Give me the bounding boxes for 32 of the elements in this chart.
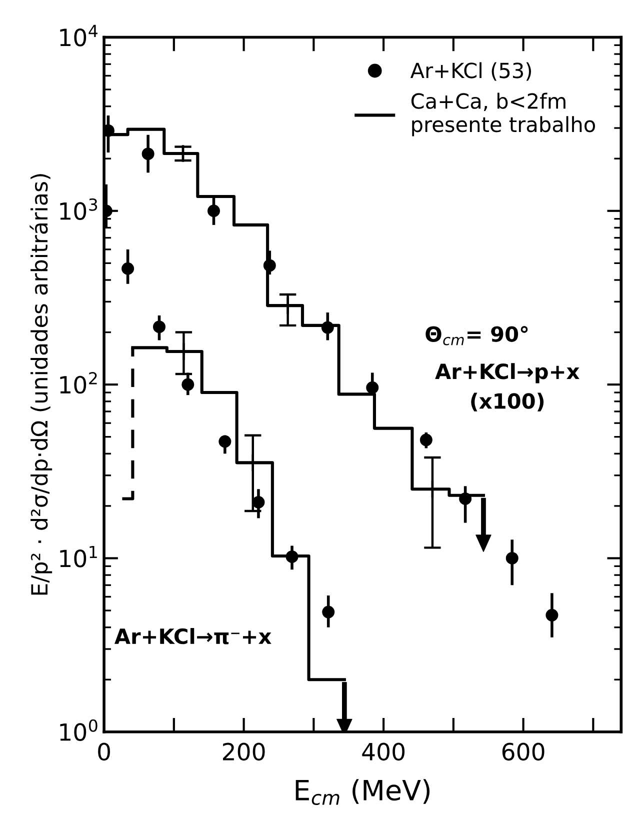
point [286, 550, 298, 563]
point [218, 435, 232, 448]
annotation: Ar+KCl→p+x (x100) [435, 363, 580, 412]
y-tick-label: 10$^{0}$ [60, 719, 98, 742]
point [546, 608, 558, 622]
point [321, 321, 334, 334]
point [252, 496, 265, 509]
y-tick-label: 10$^{4}$ [60, 24, 98, 46]
x-tick-label: 400 [362, 742, 405, 761]
point [142, 148, 154, 160]
y-tick-label: 10$^{2}$ [60, 372, 97, 394]
point [420, 434, 432, 446]
point [263, 259, 276, 272]
point [322, 606, 335, 618]
x-tick-label: 200 [222, 742, 265, 761]
point [506, 552, 518, 564]
legend-label: Ar+KCl (53) [410, 62, 531, 81]
annotation: Θ$_{cm}$= 90° [426, 326, 528, 346]
y-axis-title: E/p² · d²σ/dp·dΩ (unidades arbitrárias) [30, 174, 52, 595]
annotation: Ar+KCl→π⁻+x [114, 628, 272, 644]
x-tick-label: 600 [502, 742, 544, 761]
point [182, 378, 194, 391]
y-tick-label: 10$^{1}$ [60, 546, 97, 568]
point [459, 492, 472, 506]
point [122, 262, 134, 275]
point [152, 320, 166, 334]
x-tick-label: 0 [98, 742, 110, 761]
point [208, 204, 220, 218]
point [366, 381, 379, 394]
y-tick-label: 10$^{3}$ [60, 198, 98, 220]
x-axis-title: E$_{cm}$ (MeV) [296, 779, 430, 806]
legend-label: Ca+Ca, b<2fm presente trabalho [411, 92, 595, 136]
